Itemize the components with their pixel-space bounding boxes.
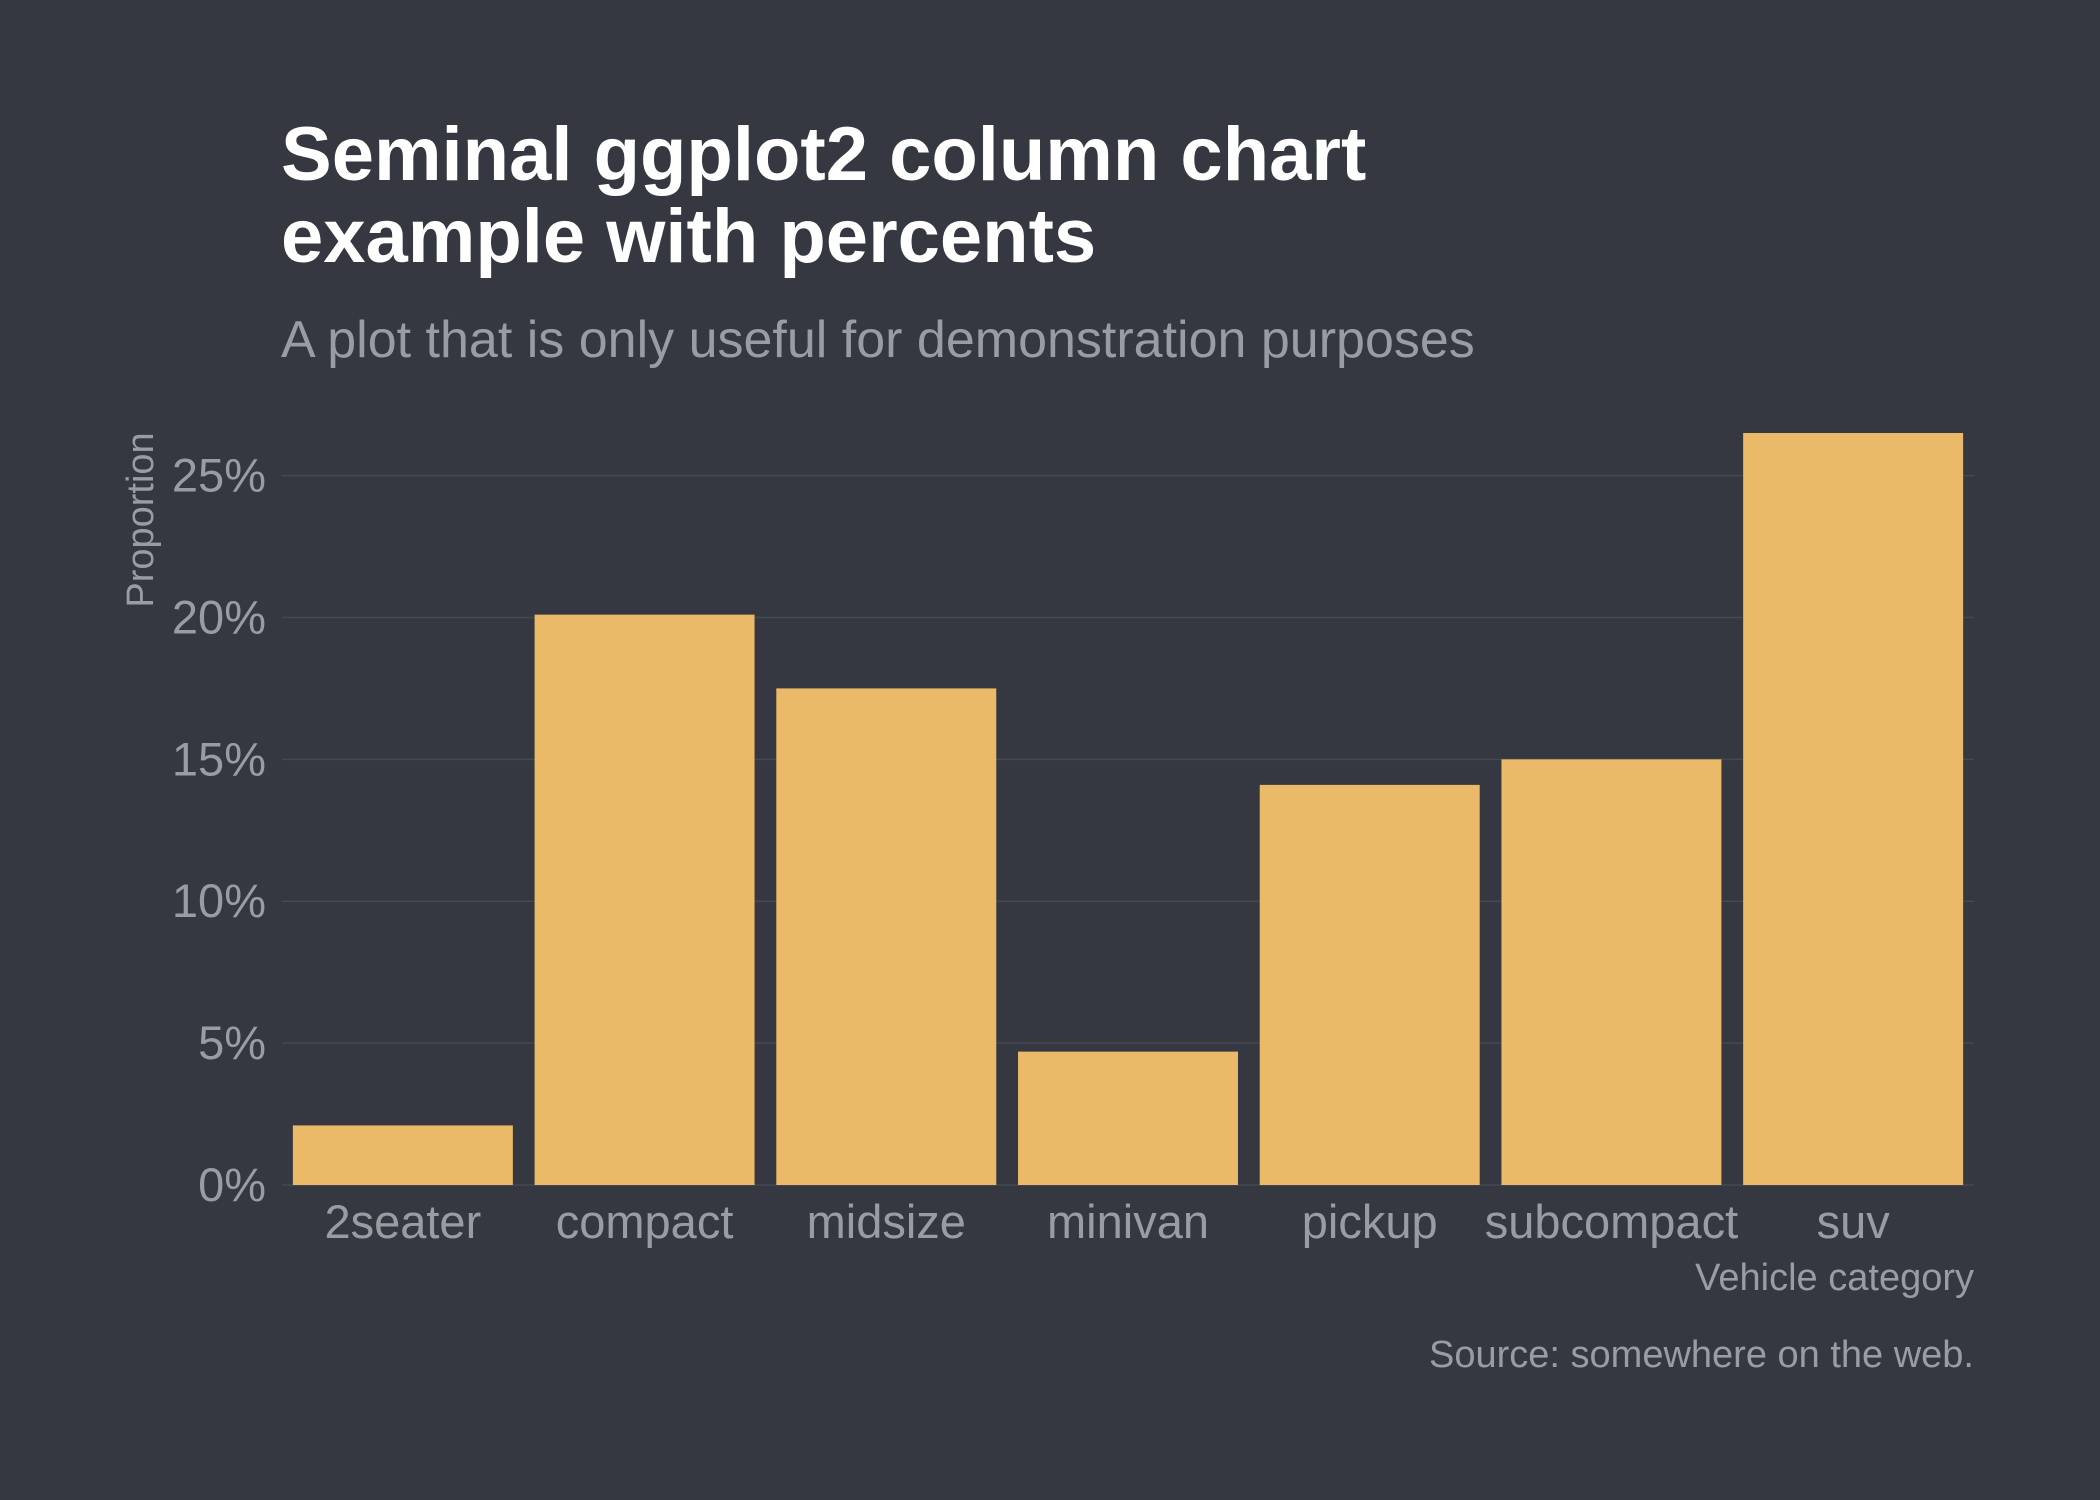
y-axis-ticks: 0% 5% 10% 15% 20% 25% bbox=[172, 449, 266, 1211]
chart-caption: Source: somewhere on the web. bbox=[1429, 1334, 1974, 1376]
chart-title-line-1: Seminal ggplot2 column chart bbox=[281, 112, 1366, 197]
x-tick-label: suv bbox=[1817, 1195, 1891, 1248]
y-axis-title: Proportion bbox=[120, 432, 162, 607]
y-tick-label: 10% bbox=[172, 874, 266, 927]
x-axis-title: Vehicle category bbox=[1695, 1257, 1974, 1299]
bar-subcompact bbox=[1501, 759, 1722, 1185]
bar-suv bbox=[1743, 433, 1964, 1185]
y-tick-label: 25% bbox=[172, 449, 266, 502]
y-tick-label: 0% bbox=[198, 1158, 266, 1211]
x-tick-label: compact bbox=[556, 1195, 734, 1248]
chart-title-line-2: example with percents bbox=[281, 194, 1096, 279]
bar-pickup bbox=[1259, 784, 1480, 1185]
x-tick-label: minivan bbox=[1047, 1195, 1209, 1248]
y-tick-label: 15% bbox=[172, 732, 266, 785]
x-tick-label: midsize bbox=[807, 1195, 966, 1248]
x-tick-label: subcompact bbox=[1485, 1195, 1738, 1248]
y-tick-label: 5% bbox=[198, 1016, 266, 1069]
chart-subtitle: A plot that is only useful for demonstra… bbox=[281, 311, 1475, 369]
x-axis-ticks: 2seater compact midsize minivan pickup subcom… bbox=[324, 1195, 1890, 1248]
y-tick-label: 20% bbox=[172, 590, 266, 643]
bar-minivan bbox=[1018, 1051, 1238, 1185]
bar-midsize bbox=[776, 688, 997, 1185]
x-tick-label: pickup bbox=[1302, 1195, 1438, 1248]
x-tick-label: 2seater bbox=[324, 1195, 481, 1248]
bar-2seater bbox=[292, 1125, 513, 1185]
bars bbox=[292, 433, 1964, 1185]
bar-compact bbox=[534, 614, 755, 1185]
